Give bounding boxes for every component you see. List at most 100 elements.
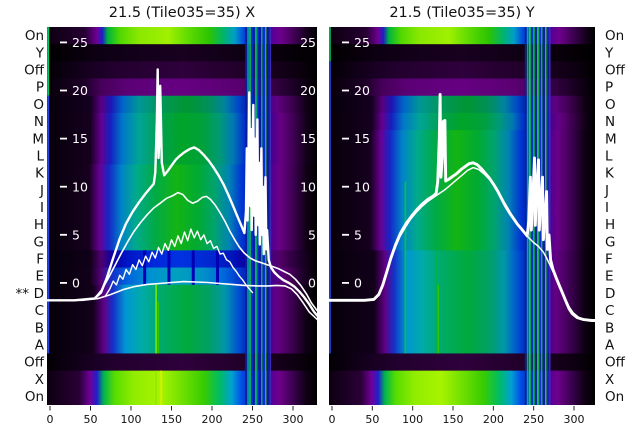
x-tick-label: 300	[564, 413, 585, 426]
heatmap-stripe	[155, 284, 157, 354]
x-tick-label: 150	[443, 413, 464, 426]
row-label-left-J: J	[39, 183, 44, 199]
heatmap-row-On	[329, 387, 595, 405]
y-tick-mark	[60, 233, 67, 236]
heatmap-row-D	[329, 284, 595, 303]
heatmap-row-H	[329, 216, 595, 234]
y-tick-mark	[342, 89, 349, 92]
heatmap-row-Off	[329, 61, 595, 80]
y-tick-label: 25	[72, 35, 88, 50]
row-label-right-On: On	[605, 28, 624, 44]
heatmap-stripe	[549, 27, 551, 405]
heatmap-row-B	[47, 319, 317, 337]
row-label-left-K: K	[35, 166, 45, 182]
heatmap-stripe	[269, 27, 272, 405]
row-label-right-E: E	[605, 269, 614, 285]
row-label-left-On: On	[25, 389, 44, 405]
y-tick-label: 20	[354, 83, 370, 98]
y-tick-label: 25	[354, 35, 370, 50]
row-label-left-F: F	[36, 252, 44, 268]
y-tick-mark	[60, 185, 67, 188]
heatmap-row-On	[329, 27, 595, 45]
row-label-right-K: K	[605, 166, 615, 182]
row-label-left-E: E	[35, 269, 44, 285]
y-tick-label: 0	[354, 276, 362, 291]
row-label-left-O: O	[33, 97, 44, 113]
y-tick-mark	[342, 41, 349, 44]
heatmap-row-C	[329, 301, 595, 320]
x-tick-label: 200	[483, 413, 504, 426]
row-label-left-I: I	[40, 200, 44, 216]
y-tick-mark	[342, 137, 349, 140]
row-label-right-Off: Off	[605, 355, 626, 371]
heatmap-row-C	[47, 301, 317, 320]
row-label-left-L: L	[36, 148, 44, 164]
x-tick-label: 50	[365, 413, 379, 426]
heatmap-row-B	[329, 319, 595, 337]
heatmap-stripe	[167, 250, 171, 285]
y-tick-label: 10	[72, 179, 88, 194]
main-curve	[47, 68, 317, 317]
y-tick-mark	[60, 41, 67, 44]
heatmap-row-F	[329, 250, 595, 269]
row-label-right-Y: Y	[604, 45, 614, 61]
heatmap-row-P	[329, 78, 595, 97]
row-label-left-Y: Y	[35, 45, 45, 61]
x-tick-label: 50	[84, 413, 98, 426]
row-label-right-X: X	[605, 372, 614, 388]
heatmap-stripe	[216, 250, 220, 285]
y-tick-mark	[60, 89, 67, 92]
y-tick-label-right-edge: 20	[300, 83, 316, 98]
row-label-right-C: C	[605, 303, 614, 319]
heatmap-row-Y	[329, 44, 595, 62]
heatmap-row-F	[47, 250, 317, 269]
row-label-right-Off: Off	[605, 63, 626, 79]
heatmap-row-O	[329, 95, 595, 114]
mid-curve	[93, 191, 317, 312]
heatmap-row-G	[329, 233, 595, 251]
y-tick-mark	[342, 233, 349, 236]
heatmap-row-On	[47, 387, 317, 405]
heatmap-stripe	[249, 27, 251, 405]
heatmap-row-I	[47, 198, 317, 217]
row-label-right-F: F	[605, 252, 613, 268]
row-label-left-N: N	[34, 114, 44, 130]
y-tick-label-right-edge: 5	[308, 227, 316, 242]
heatmap-row-N	[47, 112, 317, 131]
left-panel-title: 21.5 (Tile035=35) X	[109, 5, 255, 21]
heatmap-stripe	[160, 370, 163, 405]
heatmap-row-K	[329, 164, 595, 183]
x-tick-label: 250	[242, 413, 263, 426]
heatmap-row-Off	[47, 61, 317, 80]
heatmap-row-Off	[329, 353, 595, 372]
row-label-left-C: C	[35, 303, 44, 319]
row-label-left-Off: Off	[24, 63, 45, 79]
row-label-right-M: M	[605, 131, 617, 147]
x-tick-label: 200	[202, 413, 223, 426]
x-tick-label: 0	[329, 413, 336, 426]
heatmap-stripe	[157, 301, 159, 354]
row-label-right-I: I	[605, 200, 609, 216]
x-tick-label: 100	[121, 413, 142, 426]
heatmap-stripe	[404, 181, 407, 354]
heatmap-stripe	[435, 250, 437, 354]
heatmap-stripe	[267, 27, 270, 405]
heatmap-row-A	[329, 336, 595, 355]
heatmap-stripe	[155, 370, 157, 405]
row-label-left-On: On	[25, 28, 44, 44]
right-panel-title: 21.5 (Tile035=35) Y	[389, 5, 534, 21]
star-marker: **	[16, 286, 30, 302]
row-label-right-L: L	[605, 148, 613, 164]
heatmap-row-E	[329, 267, 595, 286]
heatmap-row-H	[47, 216, 317, 234]
row-label-left-G: G	[34, 234, 44, 250]
row-label-right-H: H	[605, 217, 615, 233]
row-label-right-A: A	[605, 337, 615, 353]
y-tick-label-right-edge: 10	[300, 179, 316, 194]
heatmap-row-M	[329, 130, 595, 148]
row-label-right-N: N	[605, 114, 615, 130]
x-tick-label: 150	[161, 413, 182, 426]
y-tick-label-right-edge: 25	[300, 35, 316, 50]
